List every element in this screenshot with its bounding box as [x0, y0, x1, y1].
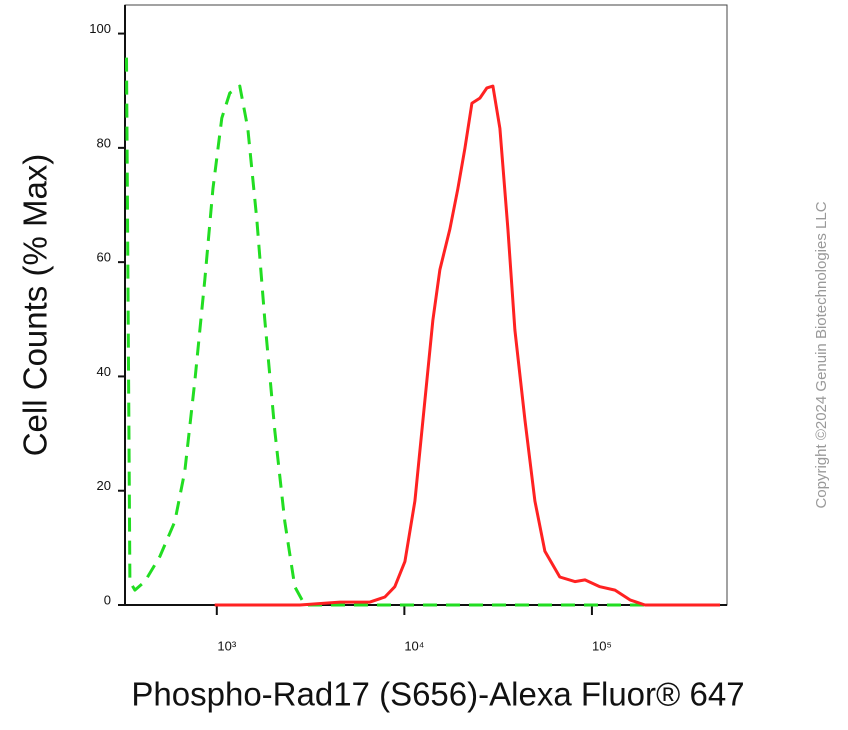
x-tick-label: 10⁵ — [592, 638, 612, 653]
copyright: Copyright ©2024 Genuin Biotechnologies L… — [813, 201, 830, 508]
y-tick-label: 60 — [97, 250, 111, 265]
y-tick-label: 40 — [97, 364, 111, 379]
y-axis-title: Cell Counts (% Max) — [17, 154, 54, 457]
series-line — [125, 57, 720, 607]
x-tick-label: 10⁴ — [404, 638, 424, 653]
y-tick-label: 80 — [97, 135, 111, 150]
y-tick-label: 100 — [89, 21, 111, 36]
x-tick-label: 10³ — [217, 638, 236, 653]
y-tick-label: 0 — [104, 592, 111, 607]
series-line — [214, 84, 720, 607]
plot-frame — [124, 4, 728, 606]
x-axis-title: Phospho-Rad17 (S656)-Alexa Fluor® 647 — [131, 676, 744, 713]
y-tick-label: 20 — [97, 478, 111, 493]
